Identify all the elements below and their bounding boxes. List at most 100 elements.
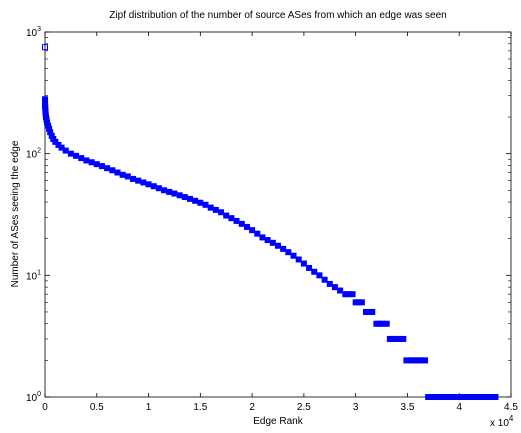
data-point [83,157,90,164]
data-point [275,242,281,249]
chart-title: Zipf distribution of the number of sourc… [109,10,446,21]
data-point [171,190,178,197]
data-point [238,220,245,227]
data-point [306,264,313,271]
data-point [67,150,74,157]
data-point [243,223,250,230]
data-point [161,187,168,194]
data-point [331,284,338,291]
data-point [300,260,307,267]
data-point [295,256,302,263]
data-point [228,215,235,222]
data-point [285,249,292,256]
data-point [445,394,452,400]
data-point [233,217,240,224]
data-point [383,320,390,327]
data-point [316,272,323,279]
data-point [145,181,152,188]
data-point [104,165,111,172]
data-point [119,171,126,178]
data-point [326,280,333,287]
data-point [456,394,463,400]
data-point [290,252,297,259]
data-point [321,276,328,283]
x-tick-label: 0 [42,402,48,413]
y-tick-label: 100 [26,391,41,404]
data-point [192,197,199,204]
data-point [155,185,162,192]
data-point [264,237,271,244]
y-tick-label: 102 [26,148,41,161]
data-point [109,167,116,174]
data-point [212,206,219,213]
y-axis-ticks: 100 101 102 103 [26,26,511,404]
data-point [197,199,204,206]
x-tick-label: 3.5 [400,402,414,413]
data-point [88,159,95,166]
data-point [124,173,131,180]
x-tick-label: 4.5 [504,402,518,413]
data-point [42,44,49,51]
y-tick-label: 103 [26,26,41,39]
data-point [461,394,468,400]
data-point [140,179,147,186]
data-point [440,394,447,400]
data-point [259,234,266,241]
data-point [186,195,193,202]
data-point [369,308,376,315]
data-point [425,394,432,400]
data-points [42,44,499,400]
data-point [150,183,157,190]
data-point [202,201,209,208]
data-point [358,299,365,306]
data-point [254,230,261,237]
data-point [249,227,256,234]
x-tick-label: 2 [249,402,255,413]
x-multiplier-label: x 104 [490,414,514,428]
data-point [269,239,276,246]
data-point [130,175,137,182]
x-tick-label: 3 [353,402,359,413]
x-tick-label: 4 [456,402,462,413]
data-point [430,394,437,400]
data-point [451,394,458,400]
plot-area-frame [44,31,512,398]
data-point [207,204,214,211]
y-tick-label: 101 [26,269,41,282]
data-point [114,169,121,176]
data-point [311,268,318,275]
data-point [98,163,105,170]
data-point [280,245,287,252]
data-point [349,291,356,298]
x-axis-ticks: 0 0.5 1 1.5 2 2.5 3 3.5 4 4.5 [42,32,518,413]
data-point [435,394,442,400]
data-point [466,394,473,400]
data-point [181,194,188,201]
data-point [62,147,69,154]
data-point [492,394,499,400]
x-axis-label: Edge Rank [253,416,303,427]
x-tick-label: 2.5 [297,402,311,413]
x-tick-label: 1 [146,402,152,413]
data-point [78,155,85,162]
data-point [337,287,344,294]
data-point [176,192,183,199]
data-point [471,394,478,400]
data-point [218,209,225,216]
data-point [52,138,59,145]
data-point [93,161,100,168]
x-multiplier-exponent: 4 [509,414,514,423]
data-point [422,357,429,364]
y-axis-label: Number of ASes seeing the edge [10,140,21,287]
data-point [135,177,142,184]
data-point [166,188,173,195]
x-tick-label: 1.5 [193,402,207,413]
x-tick-label: 0.5 [90,402,104,413]
data-point [482,394,489,400]
data-point [476,394,483,400]
data-point [73,152,80,159]
data-point [400,335,407,342]
data-point [223,212,230,219]
